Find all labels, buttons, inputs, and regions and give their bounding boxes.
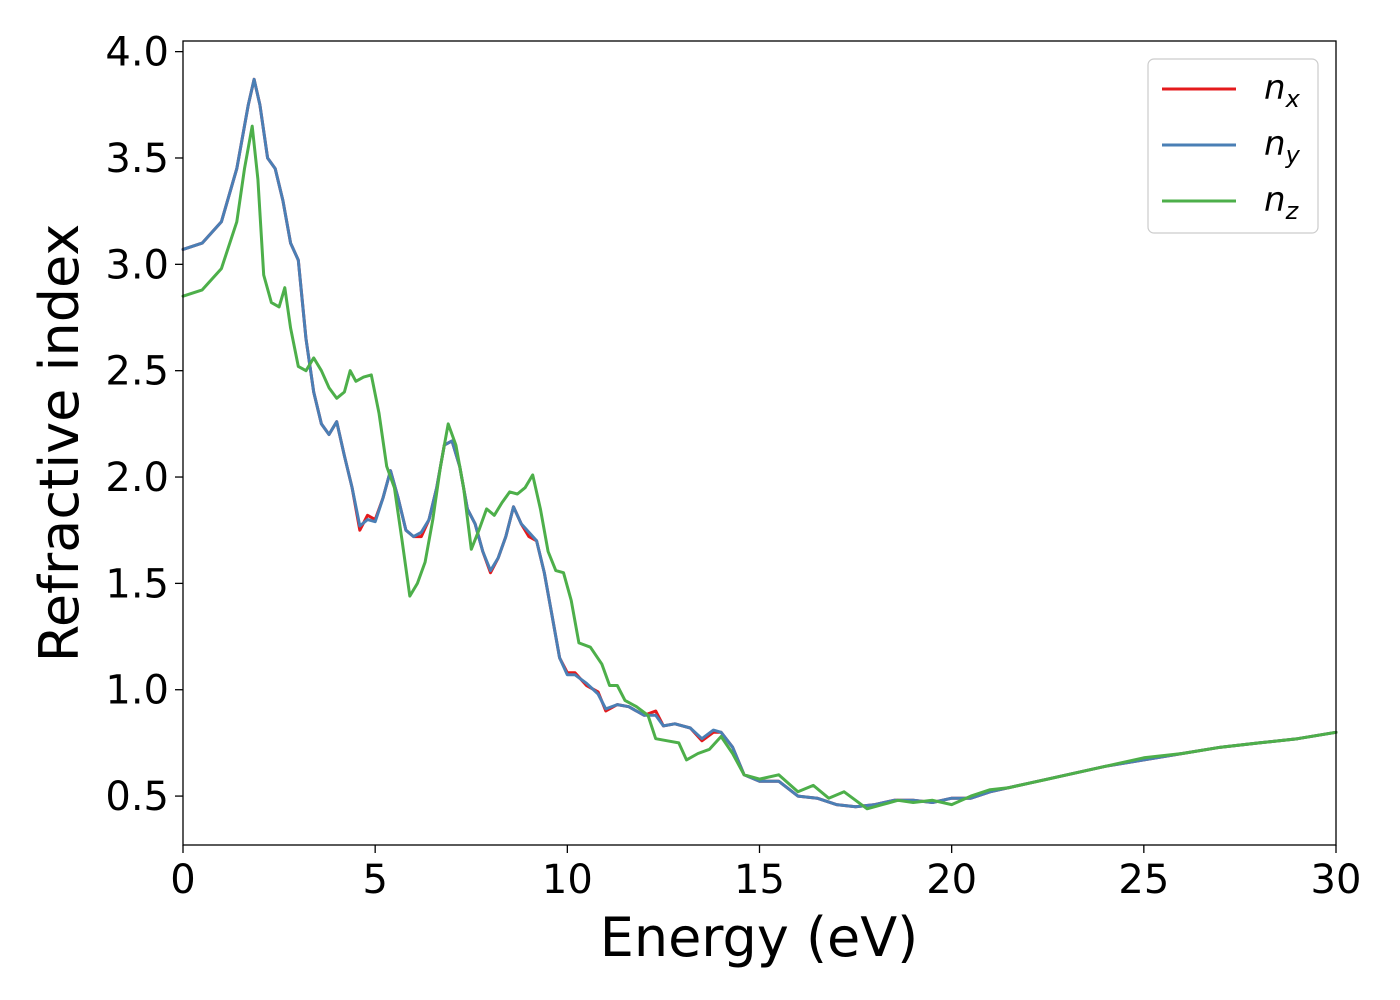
y-tick-label: 2.0 bbox=[105, 455, 169, 501]
legend: nx ny nz bbox=[1147, 58, 1319, 234]
y-axis: 0.5 1.0 1.5 2.0 2.5 3.0 3.5 4.0 bbox=[105, 30, 183, 820]
y-tick-label: 3.5 bbox=[105, 136, 169, 182]
x-tick-label: 5 bbox=[362, 857, 387, 903]
legend-label-nx: nx bbox=[1264, 68, 1301, 113]
x-tick-label: 0 bbox=[170, 857, 195, 903]
x-tick-label: 25 bbox=[1118, 857, 1169, 903]
y-tick-label: 3.0 bbox=[105, 242, 169, 288]
y-tick-label: 1.0 bbox=[105, 668, 169, 714]
y-tick-label: 0.5 bbox=[105, 774, 169, 820]
y-tick-label: 4.0 bbox=[105, 30, 169, 76]
legend-label-ny: ny bbox=[1264, 124, 1301, 169]
y-tick-label: 1.5 bbox=[105, 561, 169, 607]
legend-label-nz: nz bbox=[1264, 180, 1300, 225]
series-line-nz bbox=[181, 124, 1338, 811]
x-tick-label: 15 bbox=[734, 857, 785, 903]
legend-items: nx ny nz bbox=[1162, 68, 1301, 225]
x-axis-label: Energy (eV) bbox=[600, 906, 919, 969]
x-tick-label: 10 bbox=[542, 857, 593, 903]
y-axis-label: Refractive index bbox=[28, 224, 91, 663]
y-tick-label: 2.5 bbox=[105, 349, 169, 395]
series-layer bbox=[181, 77, 1338, 811]
x-tick-label: 20 bbox=[926, 857, 977, 903]
x-tick-label: 30 bbox=[1311, 857, 1362, 903]
x-axis: 0 5 10 15 20 25 30 bbox=[170, 845, 1361, 903]
